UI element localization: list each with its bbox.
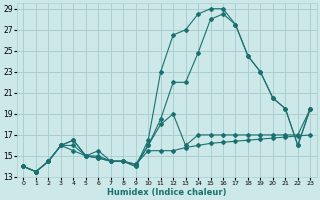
X-axis label: Humidex (Indice chaleur): Humidex (Indice chaleur) bbox=[107, 188, 227, 197]
